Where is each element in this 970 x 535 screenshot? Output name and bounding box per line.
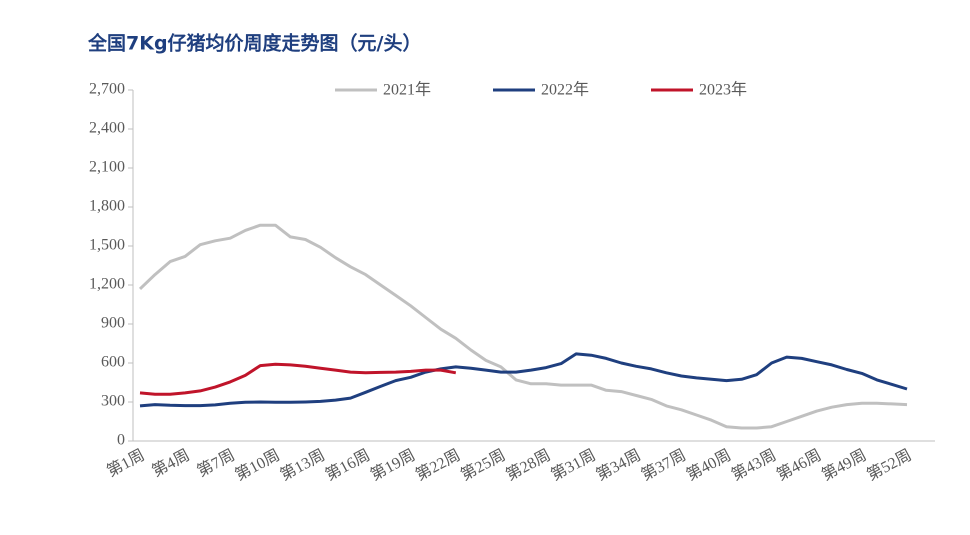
legend-label: 2021年 bbox=[383, 81, 431, 99]
x-tick-label: 第34周 bbox=[593, 446, 644, 484]
x-tick-label: 第22周 bbox=[413, 446, 464, 484]
line-series bbox=[138, 223, 908, 430]
y-tick-label: 1,200 bbox=[89, 276, 125, 293]
y-tick-label: 2,100 bbox=[89, 159, 125, 176]
x-tick-label: 第37周 bbox=[638, 446, 689, 484]
x-tick-label: 第49周 bbox=[819, 446, 870, 484]
y-tick-label: 600 bbox=[101, 354, 125, 371]
x-tick-label: 第16周 bbox=[322, 446, 373, 484]
legend-label: 2023年 bbox=[699, 81, 747, 99]
x-tick-label: 第19周 bbox=[367, 446, 418, 484]
chart-title: 全国7Kg仔猪均价周度走势图（元/头） bbox=[87, 32, 421, 55]
x-tick-label: 第31周 bbox=[548, 446, 599, 484]
line-series bbox=[139, 352, 908, 408]
x-tick-label: 第46周 bbox=[774, 446, 825, 484]
y-tick-label: 0 bbox=[117, 432, 125, 449]
x-tick-label: 第13周 bbox=[277, 446, 328, 484]
y-tick-label: 1,500 bbox=[89, 237, 125, 254]
x-tick-label: 第40周 bbox=[683, 446, 734, 484]
legend-label: 2022年 bbox=[541, 81, 589, 99]
y-tick-label: 300 bbox=[101, 393, 125, 410]
y-tick-label: 2,400 bbox=[89, 120, 125, 137]
line-series bbox=[139, 362, 457, 396]
x-tick-label: 第4周 bbox=[149, 446, 193, 481]
x-tick-label: 第1周 bbox=[104, 446, 148, 481]
y-tick-label: 1,800 bbox=[89, 198, 125, 215]
y-tick-label: 900 bbox=[101, 315, 125, 332]
x-tick-label: 第43周 bbox=[728, 446, 779, 484]
x-tick-label: 第10周 bbox=[232, 446, 283, 484]
x-tick-label: 第25周 bbox=[458, 446, 509, 484]
x-tick-label: 第7周 bbox=[194, 446, 238, 481]
x-tick-label: 第52周 bbox=[864, 446, 915, 484]
y-tick-label: 2,700 bbox=[89, 81, 125, 98]
x-tick-label: 第28周 bbox=[503, 446, 554, 484]
